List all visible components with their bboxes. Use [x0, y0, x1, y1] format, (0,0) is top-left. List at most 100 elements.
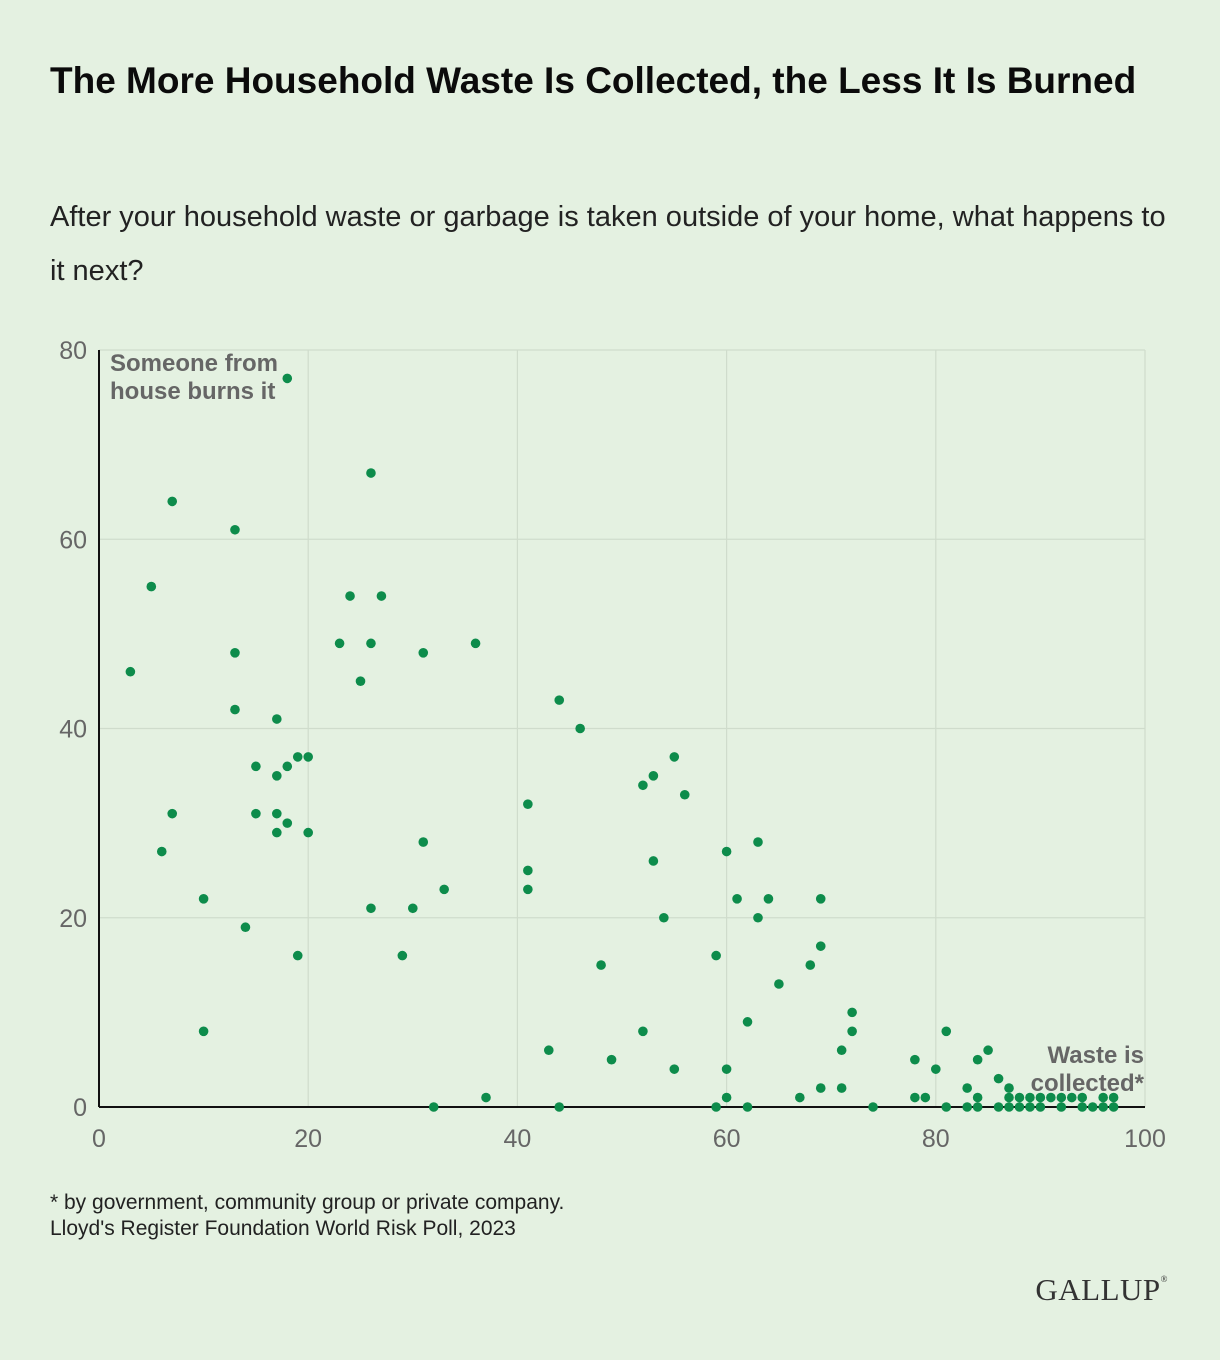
- data-point: [753, 837, 763, 847]
- data-point: [659, 912, 669, 923]
- grid-lines: [99, 349, 1146, 1107]
- data-points: [125, 373, 1119, 1112]
- data-point: [146, 581, 157, 592]
- data-point: [1046, 1092, 1056, 1103]
- data-point: [156, 846, 167, 857]
- data-point: [931, 1064, 941, 1074]
- data-point: [1066, 1092, 1077, 1103]
- data-point: [972, 1102, 983, 1112]
- data-point: [868, 1102, 878, 1112]
- gallup-logo: GALLUP®: [1035, 1272, 1168, 1308]
- data-point: [847, 1026, 857, 1037]
- data-point: [303, 752, 314, 762]
- x-tick-label-0: 0: [92, 1125, 106, 1153]
- data-point: [543, 1045, 554, 1056]
- data-point: [711, 950, 721, 961]
- y-tick-label-20: 20: [59, 905, 87, 933]
- data-point: [721, 1092, 732, 1103]
- x-tick-label-100: 100: [1124, 1125, 1166, 1153]
- data-point: [272, 827, 282, 838]
- data-point: [795, 1092, 805, 1103]
- x-tick-label-40: 40: [503, 1125, 531, 1153]
- data-point: [1025, 1102, 1035, 1112]
- data-point: [408, 903, 418, 914]
- data-point: [1108, 1092, 1119, 1103]
- data-point: [272, 714, 282, 724]
- data-point: [523, 799, 533, 809]
- data-point: [334, 638, 345, 649]
- data-point: [941, 1026, 952, 1037]
- data-point: [167, 496, 178, 507]
- data-point: [638, 1026, 648, 1037]
- data-point: [753, 912, 763, 923]
- data-point: [366, 468, 376, 478]
- data-point: [711, 1102, 721, 1112]
- data-point: [606, 1054, 617, 1065]
- footnote: * by government, community group or priv…: [50, 1190, 564, 1242]
- y-tick-label-60: 60: [59, 526, 87, 554]
- y-tick-label-0: 0: [73, 1094, 87, 1122]
- footnote-note: * by government, community group or priv…: [50, 1191, 565, 1214]
- data-point: [815, 941, 826, 951]
- data-point: [805, 960, 816, 970]
- data-point: [1077, 1102, 1088, 1112]
- data-point: [1087, 1102, 1098, 1112]
- data-point: [1098, 1102, 1108, 1112]
- data-point: [292, 950, 303, 961]
- x-tick-label-20: 20: [294, 1125, 322, 1153]
- data-point: [1108, 1102, 1119, 1112]
- data-point: [272, 808, 282, 819]
- data-point: [397, 950, 408, 961]
- data-point: [669, 1064, 680, 1074]
- data-point: [815, 1083, 826, 1093]
- data-point: [993, 1102, 1004, 1112]
- data-point: [230, 704, 240, 715]
- data-point: [1025, 1092, 1035, 1103]
- data-point: [742, 1017, 753, 1027]
- data-point: [679, 789, 690, 800]
- data-point: [993, 1073, 1004, 1084]
- data-point: [962, 1083, 972, 1093]
- data-point: [941, 1102, 952, 1112]
- data-point: [198, 1026, 209, 1037]
- data-point: [125, 666, 136, 677]
- data-point: [554, 695, 565, 705]
- data-point: [554, 1102, 565, 1112]
- annotations-x: Waste is collected*: [1031, 1042, 1145, 1097]
- data-point: [251, 761, 261, 772]
- data-point: [523, 884, 533, 895]
- data-point: [366, 638, 376, 649]
- data-point: [962, 1102, 972, 1112]
- x-tick-label-80: 80: [922, 1125, 950, 1153]
- data-point: [920, 1092, 931, 1103]
- logo-registered-mark: ®: [1160, 1274, 1168, 1284]
- x-annotation-line-1: Waste is: [1048, 1042, 1144, 1069]
- data-point: [910, 1054, 920, 1065]
- data-point: [596, 960, 606, 970]
- data-point: [167, 808, 178, 819]
- data-point: [648, 771, 659, 781]
- data-point: [1077, 1092, 1088, 1103]
- data-point: [1098, 1092, 1108, 1103]
- data-point: [230, 524, 240, 535]
- data-point: [721, 1064, 732, 1074]
- data-point: [1014, 1102, 1025, 1112]
- data-point: [230, 648, 240, 658]
- data-point: [983, 1045, 993, 1056]
- chart-title: The More Household Waste Is Collected, t…: [50, 60, 1137, 101]
- data-point: [523, 865, 533, 876]
- footnote-source: Lloyd's Register Foundation World Risk P…: [50, 1217, 516, 1240]
- chart-subtitle: After your household waste or garbage is…: [50, 201, 1166, 287]
- data-point: [1035, 1092, 1046, 1103]
- data-point: [303, 827, 314, 838]
- data-point: [732, 894, 742, 904]
- y-annotation-line-2: house burns it: [110, 378, 275, 405]
- data-point: [1004, 1102, 1014, 1112]
- x-tick-label-60: 60: [713, 1125, 741, 1153]
- data-point: [815, 894, 826, 904]
- data-point: [428, 1102, 439, 1112]
- data-point: [439, 884, 449, 895]
- data-point: [910, 1092, 920, 1103]
- scatter-chart: 0 20 40 60 80 100 0 20 40 60 80 Someone from house…: [59, 337, 1166, 1153]
- data-point: [1056, 1102, 1067, 1112]
